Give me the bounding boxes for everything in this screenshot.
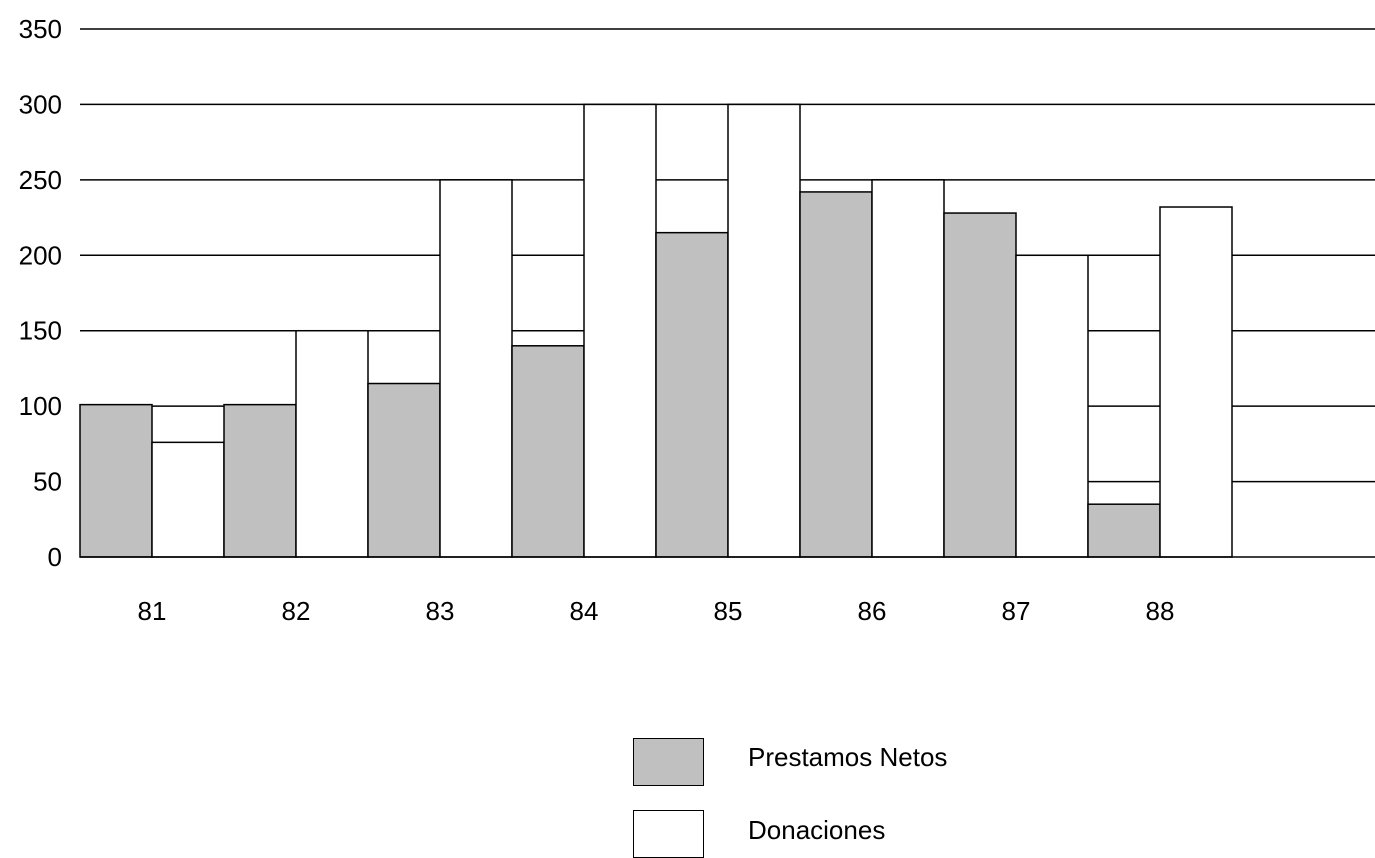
x-tick-label: 85 [714,596,743,626]
bars [79,103,1233,558]
bar-prestamos-netos-87 [943,212,1017,558]
legend-label-donaciones: Donaciones [748,815,886,845]
y-tick-label: 100 [19,391,62,421]
y-tick-label: 200 [19,240,62,270]
bar-donaciones-87 [1015,254,1089,558]
bar-prestamos-netos-83 [367,382,441,558]
bar-donaciones-88 [1159,206,1233,558]
y-tick-label: 0 [48,542,62,572]
x-tick-label: 87 [1002,596,1031,626]
y-tick-label: 300 [19,89,62,119]
x-tick-label: 86 [858,596,887,626]
x-axis-ticks: 81 82 83 84 85 86 87 88 [138,596,1175,626]
bar-donaciones-84 [583,103,657,558]
bar-prestamos-netos-82 [223,403,297,558]
x-tick-label: 88 [1146,596,1175,626]
legend-swatch-prestamos-netos [633,738,704,786]
y-tick-label: 250 [19,165,62,195]
x-tick-label: 83 [426,596,455,626]
bar-prestamos-netos-88 [1087,503,1161,558]
bar-prestamos-netos-81 [79,403,153,558]
bar-prestamos-netos-86 [799,191,873,558]
bar-donaciones-85 [727,103,801,558]
y-tick-label: 350 [19,14,62,44]
bar-prestamos-netos-84 [511,345,585,558]
legend-swatch-donaciones [633,810,704,858]
bar-prestamos-netos-85 [655,231,729,558]
x-tick-label: 84 [570,596,599,626]
x-tick-label: 81 [138,596,167,626]
y-axis-ticks: 0 50 100 150 200 250 300 350 [19,14,62,572]
bar-donaciones-82 [295,329,369,558]
y-tick-label: 50 [33,467,62,497]
legend-label-prestamos-netos: Prestamos Netos [748,742,948,772]
x-tick-label: 82 [282,596,311,626]
bar-donaciones-86 [871,179,945,558]
bar-donaciones-83 [439,179,513,558]
y-tick-label: 150 [19,316,62,346]
bar-donaciones-81 [151,441,225,558]
